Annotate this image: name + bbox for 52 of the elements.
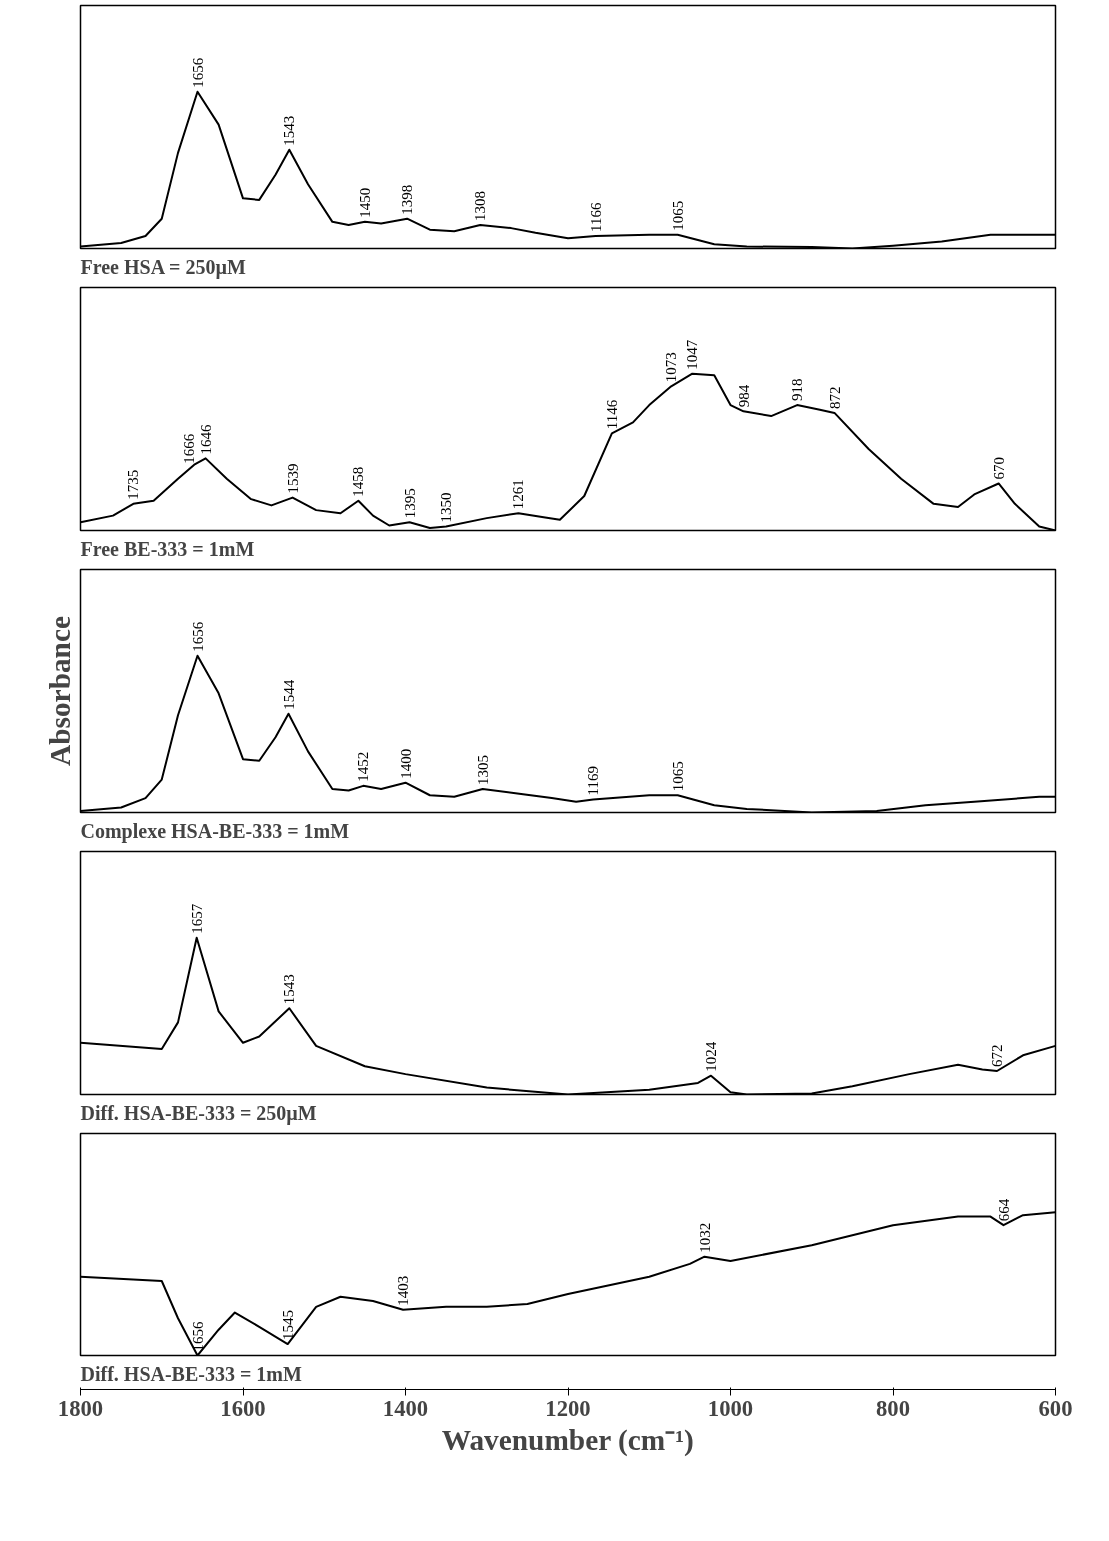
annotation: 918 [789, 378, 806, 402]
annotation: 670 [990, 456, 1007, 480]
annotation: 1065 [669, 200, 686, 231]
annotation: 1539 [284, 463, 301, 494]
x-tick-label: 1600 [220, 1395, 266, 1421]
x-tick-label: 800 [876, 1395, 910, 1421]
annotation: 1452 [355, 751, 372, 782]
annotation: 1395 [401, 488, 418, 519]
annotation: 1073 [663, 352, 680, 383]
annotation: 1146 [603, 399, 620, 430]
text: Free HSA = 250µM [80, 255, 246, 279]
x-tick-label: 600 [1038, 1395, 1073, 1421]
annotation: 1544 [280, 679, 297, 710]
annotation: 1305 [474, 754, 491, 785]
annotation: 1656 [189, 1321, 206, 1352]
text: Diff. HSA-BE-333 = 250µM [80, 1101, 317, 1125]
annotation: 1458 [350, 466, 367, 497]
annotation: 984 [735, 384, 752, 408]
x-axis-title: Wavenumber (cm⁻¹) [441, 1423, 694, 1457]
annotation: 1543 [281, 974, 298, 1005]
text: Diff. HSA-BE-333 = 1mM [80, 1362, 302, 1385]
annotation: 1666 [181, 433, 198, 464]
annotation: 1024 [703, 1041, 719, 1072]
annotation: 1065 [669, 761, 686, 792]
annotation: 664 [995, 1198, 1012, 1222]
annotation: 1657 [188, 903, 205, 934]
annotation: 1735 [125, 469, 142, 500]
annotation: 1261 [510, 479, 527, 510]
annotation: 1403 [395, 1275, 412, 1306]
annotation: 1169 [585, 766, 602, 796]
annotation: 872 [826, 386, 843, 409]
annotation: 672 [989, 1044, 1005, 1067]
annotation: 1400 [397, 748, 414, 779]
annotation: 1032 [696, 1222, 713, 1253]
annotation: 1047 [684, 339, 701, 370]
annotation: 1545 [279, 1310, 296, 1341]
annotation: 1656 [189, 57, 206, 88]
x-tick-label: 1200 [545, 1395, 591, 1421]
x-tick-label: 1000 [707, 1395, 754, 1421]
annotation: 1543 [281, 115, 298, 146]
x-tick-label: 1400 [382, 1395, 429, 1421]
annotation: 1166 [587, 202, 604, 232]
y-axis-title: Absorbance [43, 616, 76, 766]
annotation: 1308 [472, 190, 489, 221]
annotation: 1656 [189, 621, 206, 652]
annotation: 1398 [399, 184, 416, 215]
annotation: 1450 [356, 187, 373, 218]
annotation: 1646 [197, 423, 214, 455]
text: Free BE-333 = 1mM [80, 537, 255, 560]
text: Complexe HSA-BE-333 = 1mM [80, 819, 350, 843]
x-tick-label: 1800 [57, 1395, 104, 1421]
annotation: 1350 [438, 492, 455, 523]
